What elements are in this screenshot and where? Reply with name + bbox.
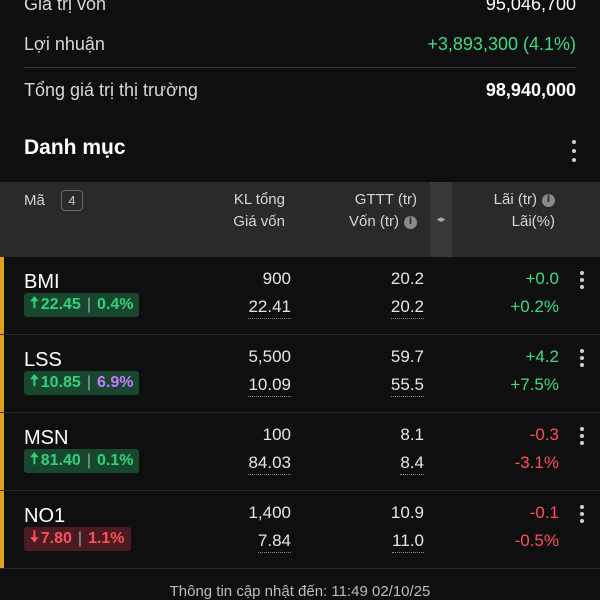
market-value: 20.2 xyxy=(390,269,424,288)
header-profit-value-label: Lãi (tr) xyxy=(493,191,537,208)
table-row[interactable]: MSN 🠅 81.40 | 0.1% 100 84.03 8.1 8.4 -0.… xyxy=(0,413,600,491)
price-change-pct: 0.1% xyxy=(96,452,134,469)
profit-pct: +7.5% xyxy=(510,375,559,394)
price-change-pct: 0.4% xyxy=(96,296,134,313)
ticker-symbol: NO1 xyxy=(24,505,66,527)
profit-pct: +0.2% xyxy=(510,297,559,316)
up-arrow-icon: 🠅 xyxy=(30,450,39,468)
profit-value: -0.3 xyxy=(529,425,559,444)
badge-separator: | xyxy=(86,374,91,391)
expand-columns-icon[interactable]: ◂▸ xyxy=(430,182,452,257)
portfolio-title: Danh mục xyxy=(24,136,126,159)
up-arrow-icon: 🠅 xyxy=(30,294,39,312)
cost-value: 8.4 xyxy=(400,453,424,475)
row-more-icon[interactable] xyxy=(579,349,585,367)
profit-value: +0.0 xyxy=(525,269,559,288)
header-profit-pct: Lãi(%) xyxy=(511,213,555,230)
profit-label: Lợi nhuận xyxy=(24,34,105,54)
price-badge: 🠅 10.85 | 6.9% xyxy=(24,371,140,395)
header-profit[interactable]: Lãi (tr) i Lãi(%) xyxy=(455,189,555,233)
badge-separator: | xyxy=(86,296,91,313)
ticker-symbol: LSS xyxy=(24,349,62,371)
table-row[interactable]: BMI 🠅 22.45 | 0.4% 900 22.41 20.2 20.2 +… xyxy=(0,257,600,335)
badge-separator: | xyxy=(77,530,83,547)
summary-divider xyxy=(24,67,576,68)
current-price: 81.40 xyxy=(40,452,81,469)
info-icon[interactable]: i xyxy=(542,193,555,207)
avg-price: 22.41 xyxy=(248,297,291,319)
info-icon[interactable]: i xyxy=(404,215,417,229)
header-cost-value: Vốn (tr) i xyxy=(315,211,417,233)
cost-value: 20.2 xyxy=(390,297,424,319)
current-price: 7.80 xyxy=(40,530,72,547)
cost-row: Giá trị vốn 95,046,700 xyxy=(24,0,576,15)
cost-label: Giá trị vốn xyxy=(24,0,107,14)
market-value-value: 98,940,000 xyxy=(485,80,576,100)
price-change-pct: 6.9% xyxy=(96,374,134,391)
market-value-row: Tổng giá trị thị trường 98,940,000 xyxy=(24,80,576,101)
ticker-symbol: MSN xyxy=(24,427,69,449)
row-accent-bar xyxy=(0,257,4,334)
profit-pct: -3.1% xyxy=(514,453,559,472)
cost-value: 11.0 xyxy=(392,531,424,553)
header-avg-price: Giá vốn xyxy=(233,213,285,230)
profit-pct: -0.5% xyxy=(514,531,559,550)
market-value: 10.9 xyxy=(390,503,424,522)
badge-separator: | xyxy=(86,452,91,469)
profit-value: +3,893,300 (4.1%) xyxy=(427,34,576,54)
header-value[interactable]: GTTT (tr) Vốn (tr) i xyxy=(315,189,417,233)
holdings-count-badge: 4 xyxy=(61,190,83,211)
avg-price: 84.03 xyxy=(248,453,291,475)
price-change-pct: 1.1% xyxy=(88,530,125,547)
last-updated-text: Thông tin cập nhật đến: 11:49 02/10/25 xyxy=(169,583,431,600)
row-accent-bar xyxy=(0,491,4,568)
row-accent-bar xyxy=(0,413,4,490)
market-value: 8.1 xyxy=(400,425,424,444)
cost-value: 55.5 xyxy=(390,375,424,397)
portfolio-more-icon[interactable] xyxy=(571,140,577,162)
price-badge: 🠅 81.40 | 0.1% xyxy=(24,449,140,473)
row-more-icon[interactable] xyxy=(579,271,585,289)
down-arrow-icon: 🠇 xyxy=(30,528,39,546)
header-market-value: GTTT (tr) xyxy=(354,191,417,208)
table-row[interactable]: LSS 🠅 10.85 | 6.9% 5,500 10.09 59.7 55.5… xyxy=(0,335,600,413)
row-more-icon[interactable] xyxy=(579,427,585,445)
total-quantity: 900 xyxy=(262,269,291,288)
market-value-label: Tổng giá trị thị trường xyxy=(24,80,198,100)
total-quantity: 1,400 xyxy=(248,503,291,522)
total-quantity: 5,500 xyxy=(248,347,291,366)
profit-value: +4.2 xyxy=(525,347,559,366)
total-quantity: 100 xyxy=(262,425,291,444)
market-value: 59.7 xyxy=(390,347,424,366)
profit-row: Lợi nhuận +3,893,300 (4.1%) xyxy=(24,34,576,55)
ticker-symbol: BMI xyxy=(24,271,60,293)
price-badge: 🠅 22.45 | 0.4% xyxy=(24,293,140,317)
avg-price: 7.84 xyxy=(257,531,291,553)
cost-value: 95,046,700 xyxy=(485,0,576,14)
profit-value: -0.1 xyxy=(529,503,559,522)
current-price: 22.45 xyxy=(40,296,81,313)
table-header xyxy=(0,182,600,257)
header-profit-value: Lãi (tr) i xyxy=(455,189,555,211)
table-row[interactable]: NO1 🠇 7.80 | 1.1% 1,400 7.84 10.9 11.0 -… xyxy=(0,491,600,569)
current-price: 10.85 xyxy=(40,374,81,391)
row-accent-bar xyxy=(0,335,4,412)
avg-price: 10.09 xyxy=(248,375,291,397)
header-qty-total: KL tổng xyxy=(233,191,285,208)
row-more-icon[interactable] xyxy=(579,505,585,523)
header-qty[interactable]: KL tổng Giá vốn xyxy=(200,189,285,233)
up-arrow-icon: 🠅 xyxy=(30,372,39,390)
header-symbol[interactable]: Mã xyxy=(24,192,45,209)
price-badge: 🠇 7.80 | 1.1% xyxy=(24,527,131,551)
header-cost-value-label: Vốn (tr) xyxy=(348,213,399,230)
